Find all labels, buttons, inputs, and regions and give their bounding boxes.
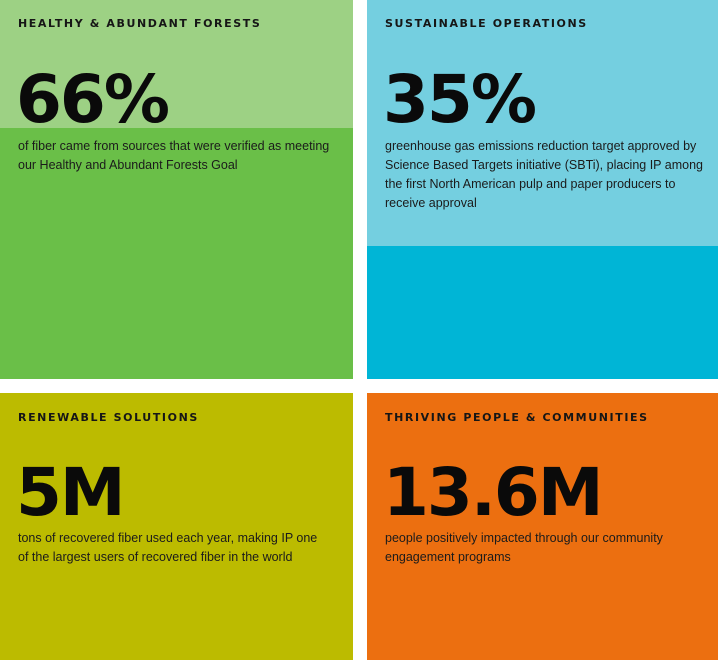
- card-stat: 66%: [16, 61, 170, 138]
- card-label: RENEWABLE SOLUTIONS: [18, 411, 199, 424]
- stat-card-renewable: RENEWABLE SOLUTIONS 5M tons of recovered…: [0, 393, 353, 660]
- card-description: people positively impacted through our c…: [385, 531, 663, 564]
- card-description: greenhouse gas emissions reduction targe…: [385, 139, 703, 210]
- card-accent-band: [0, 0, 353, 128]
- stat-card-operations: SUSTAINABLE OPERATIONS 35% greenhouse ga…: [367, 0, 718, 379]
- card-label: HEALTHY & ABUNDANT FORESTS: [18, 17, 262, 30]
- card-description: of fiber came from sources that were ver…: [18, 139, 330, 172]
- card-accent-band: [367, 0, 718, 246]
- stat-card-communities: THRIVING PEOPLE & COMMUNITIES 13.6M peop…: [367, 393, 718, 660]
- card-description: tons of recovered fiber used each year, …: [18, 531, 318, 564]
- card-stat: 5M: [16, 454, 126, 531]
- card-stat: 13.6M: [383, 454, 604, 531]
- card-label: SUSTAINABLE OPERATIONS: [385, 17, 588, 30]
- stat-card-forests: HEALTHY & ABUNDANT FORESTS 66% of fiber …: [0, 0, 353, 379]
- card-label: THRIVING PEOPLE & COMMUNITIES: [385, 411, 649, 424]
- card-stat: 35%: [383, 61, 537, 138]
